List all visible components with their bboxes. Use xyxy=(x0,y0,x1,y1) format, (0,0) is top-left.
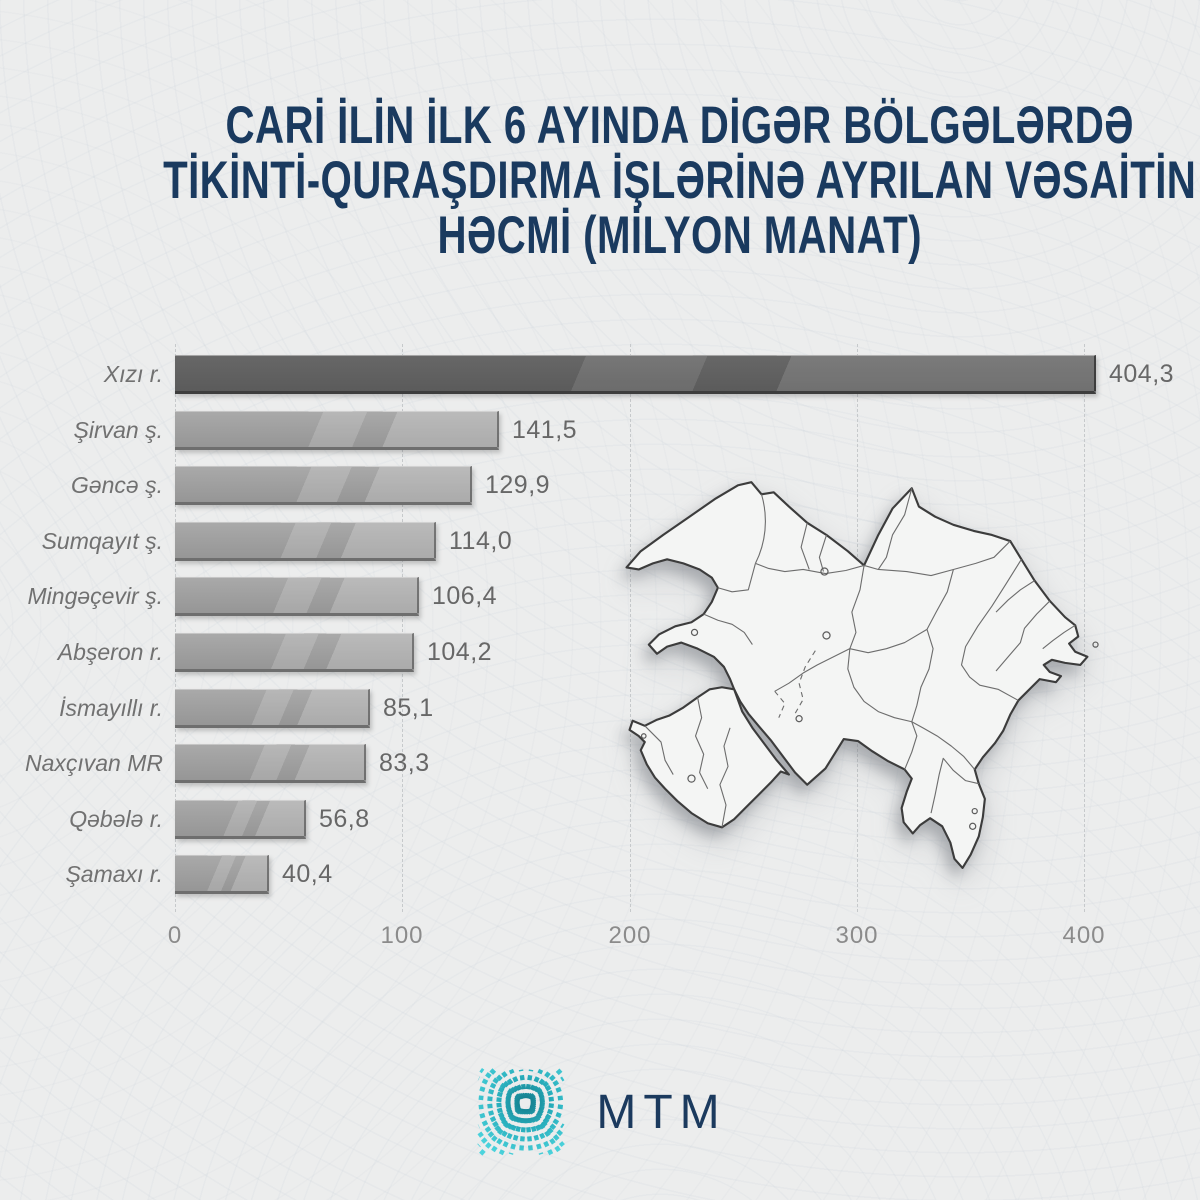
title-line-3: HƏCMİ (MİLYON MANAT) xyxy=(437,206,922,265)
category-label: Xızı r. xyxy=(103,361,163,387)
x-tick-label: 300 xyxy=(835,922,879,949)
value-label: 129,9 xyxy=(485,471,551,499)
x-tick-label: 100 xyxy=(380,922,424,949)
page-title: CARİ İLİN İLK 6 AYINDA DİGƏR BÖLGƏLƏRDƏ … xyxy=(0,98,1200,263)
bar-row: Abşeron r. 104,2 xyxy=(0,633,1200,672)
bar-track: 56,8 xyxy=(175,800,1190,839)
bar-rows: Xızı r. 404,3 Şirvan ş. 141,5 Gəncə ş. 1… xyxy=(0,344,1200,912)
category-label: Naxçıvan MR xyxy=(24,750,163,776)
bar-row: İsmayıllı r. 85,1 xyxy=(0,689,1200,728)
azerbaijan-outline xyxy=(625,481,1089,870)
title-line-1: CARİ İLİN İLK 6 AYINDA DİGƏR BÖLGƏLƏRDƏ xyxy=(225,96,1134,155)
starburst-rays xyxy=(477,1067,566,1156)
bar-track: 106,4 xyxy=(175,577,1190,616)
bar xyxy=(175,689,370,728)
value-label: 40,4 xyxy=(282,860,333,888)
district-borders xyxy=(644,488,1076,828)
value-label: 104,2 xyxy=(427,638,493,666)
bar-row: Xızı r. 404,3 xyxy=(0,355,1200,394)
bar-track: 141,5 xyxy=(175,411,1190,450)
category-label: Abşeron r. xyxy=(57,639,163,665)
gridline xyxy=(1084,344,1085,912)
category-label: Şamaxı r. xyxy=(65,861,163,887)
gridline xyxy=(630,344,631,912)
gridline xyxy=(402,344,403,912)
value-label: 106,4 xyxy=(432,582,498,610)
bar-track: 104,2 xyxy=(175,633,1190,672)
bar-row: Şamaxı r. 40,4 xyxy=(0,855,1200,894)
value-label: 404,3 xyxy=(1109,360,1175,388)
bar-row: Gəncə ş. 129,9 xyxy=(0,466,1200,505)
bar xyxy=(175,577,419,616)
category-label: Qəbələ r. xyxy=(69,806,163,832)
value-label: 141,5 xyxy=(512,416,578,444)
nakhchivan-outline xyxy=(628,686,791,829)
page-title-text: CARİ İLİN İLK 6 AYINDA DİGƏR BÖLGƏLƏRDƏ … xyxy=(163,98,1196,263)
bar-row: Naxçıvan MR 83,3 xyxy=(0,744,1200,783)
x-tick-label: 0 xyxy=(167,922,183,949)
bar-track: 114,0 xyxy=(175,522,1190,561)
bar-row: Şirvan ş. 141,5 xyxy=(0,411,1200,450)
x-tick-label: 400 xyxy=(1062,922,1106,949)
category-label: İsmayıllı r. xyxy=(59,695,163,721)
gridline xyxy=(175,344,176,912)
value-label: 56,8 xyxy=(319,805,370,833)
mtm-logo-mark xyxy=(477,1067,566,1156)
category-label: Mingəçevir ş. xyxy=(27,583,163,609)
category-label: Gəncə ş. xyxy=(70,472,163,498)
mtm-wordmark: MTM xyxy=(596,1085,727,1139)
value-label: 114,0 xyxy=(449,527,513,555)
category-label: Şirvan ş. xyxy=(73,417,163,443)
azerbaijan-map xyxy=(625,481,1099,870)
bar-row: Sumqayıt ş. 114,0 xyxy=(0,522,1200,561)
bar xyxy=(175,855,269,894)
mtm-logo: MTM xyxy=(0,1062,1200,1162)
bar-track: 129,9 xyxy=(175,466,1190,505)
title-line-2: TİKİNTİ-QURAŞDIRMA İŞLƏRİNƏ AYRILAN VƏSA… xyxy=(163,151,1197,210)
bar xyxy=(175,466,472,505)
bar xyxy=(175,522,436,561)
x-tick-label: 200 xyxy=(608,922,652,949)
value-label: 83,3 xyxy=(379,749,430,777)
x-axis: 0 100 200 300 400 xyxy=(168,922,1185,952)
category-label: Sumqayıt ş. xyxy=(41,528,163,554)
map-enclave-dots xyxy=(640,567,1099,830)
bar xyxy=(175,800,306,839)
bar-row: Mingəçevir ş. 106,4 xyxy=(0,577,1200,616)
bar-row: Qəbələ r. 56,8 xyxy=(0,800,1200,839)
bar xyxy=(175,411,499,450)
bar xyxy=(175,633,414,672)
bar xyxy=(175,744,366,783)
value-label: 85,1 xyxy=(383,694,434,722)
bar-track: 85,1 xyxy=(175,689,1190,728)
bar-chart: Xızı r. 404,3 Şirvan ş. 141,5 Gəncə ş. 1… xyxy=(0,344,1200,984)
bar xyxy=(175,355,1096,394)
bar-track: 40,4 xyxy=(175,855,1190,894)
bar-track: 404,3 xyxy=(175,355,1190,394)
bar-track: 83,3 xyxy=(175,744,1190,783)
